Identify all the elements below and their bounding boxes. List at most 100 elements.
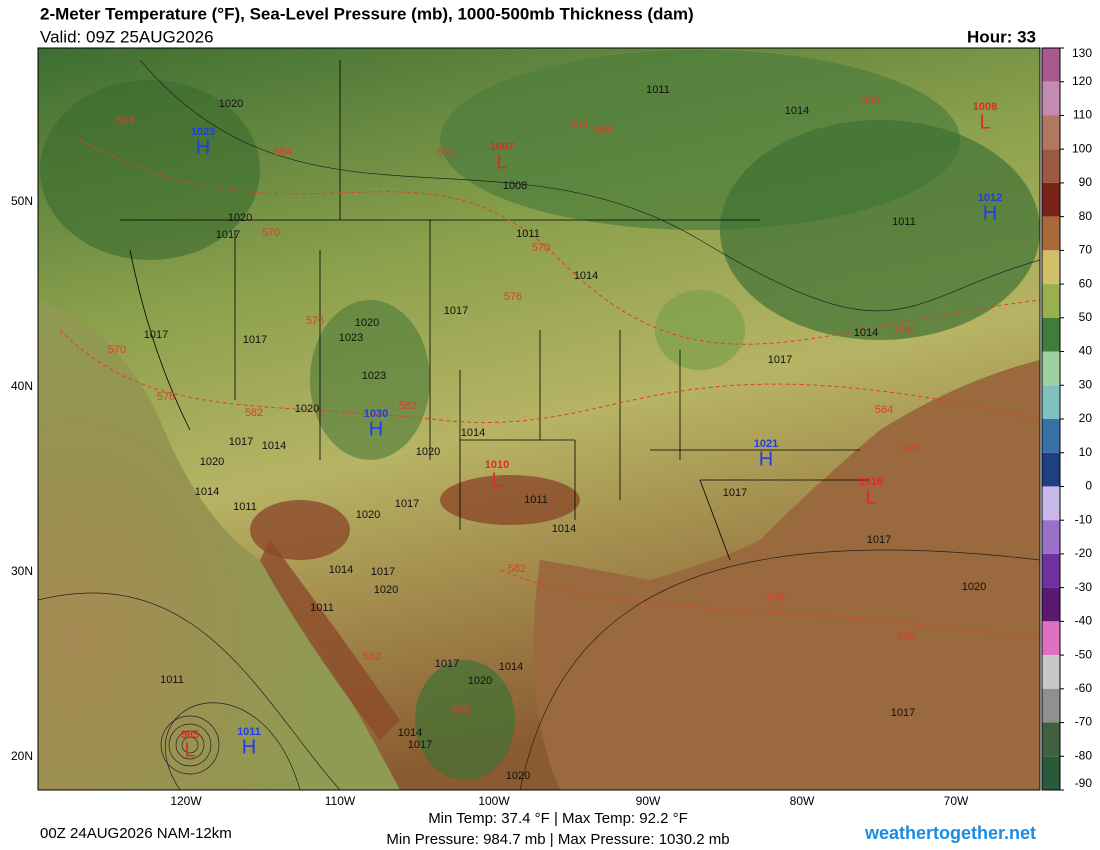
- thickness-label: 564: [594, 124, 612, 136]
- colorbar-segment: [1042, 688, 1060, 723]
- lat-label: 30N: [11, 564, 33, 578]
- colorbar-label: 110: [1073, 108, 1092, 122]
- site-credit: weathertogether.net: [864, 823, 1036, 843]
- colorbar-label: 100: [1072, 141, 1092, 155]
- thickness-label: 576: [452, 704, 470, 716]
- isobar-label: 1011: [516, 228, 540, 240]
- thickness-label: 582: [508, 563, 526, 575]
- isobar-label: 1011: [892, 216, 916, 228]
- isobar-label: 1020: [962, 581, 986, 593]
- isobar-label: 1014: [854, 327, 878, 339]
- thickness-label: 570: [902, 443, 920, 455]
- valid-time: Valid: 09Z 25AUG2026: [40, 27, 214, 46]
- isobar-label: 1014: [398, 727, 422, 739]
- colorbar-segment: [1042, 553, 1060, 588]
- high-pressure: 1012: [978, 192, 1002, 204]
- isobar-label: 1014: [262, 440, 286, 452]
- isobar-label: 1020: [295, 403, 319, 415]
- colorbar-label: 10: [1079, 445, 1093, 459]
- colorbar-label: 60: [1079, 276, 1093, 290]
- isobar-label: 1017: [768, 354, 792, 366]
- high-pressure: 1030: [364, 408, 388, 420]
- lat-label: 50N: [11, 194, 33, 208]
- isobar-label: 1017: [216, 229, 240, 241]
- temp-stats: Min Temp: 37.4 °F | Max Temp: 92.2 °F: [428, 810, 688, 827]
- isobar-label: 1020: [356, 509, 380, 521]
- colorbar-segment: [1042, 115, 1060, 150]
- low-pressure: 985: [181, 729, 199, 741]
- isobar-label: 1011: [524, 494, 548, 506]
- thickness-label: 558: [862, 95, 880, 107]
- thickness-label: 558: [897, 631, 915, 643]
- colorbar-segment: [1042, 317, 1060, 352]
- colorbar-segment: [1042, 250, 1060, 285]
- thickness-label: 582: [399, 400, 417, 412]
- isobar-label: 1017: [229, 436, 253, 448]
- low-pressure: 1016: [859, 476, 883, 488]
- colorbar-label: 40: [1079, 344, 1093, 358]
- low-symbol: L: [184, 739, 195, 761]
- colorbar-segment: [1042, 452, 1060, 487]
- lon-label: 90W: [636, 794, 661, 808]
- colorbar-segment: [1042, 351, 1060, 386]
- colorbar-label: 70: [1079, 243, 1093, 257]
- colorbar-label: 130: [1072, 46, 1092, 60]
- isobar-label: 1011: [233, 501, 257, 513]
- high-symbol: H: [369, 418, 383, 440]
- low-symbol: L: [496, 151, 507, 173]
- lon-label: 100W: [478, 794, 510, 808]
- colorbar-label: -90: [1075, 776, 1093, 790]
- high-symbol: H: [759, 448, 773, 470]
- thickness-label: 570: [108, 344, 126, 356]
- isobar-label: 1023: [339, 332, 363, 344]
- isobar-label: 1017: [408, 739, 432, 751]
- isobar-label: 1017: [444, 305, 468, 317]
- colorbar-label: 0: [1085, 479, 1092, 493]
- low-symbol: L: [491, 469, 502, 491]
- low-pressure: 1010: [485, 459, 509, 471]
- thickness-label: 564: [570, 119, 588, 131]
- colorbar-segment: [1042, 284, 1060, 318]
- colorbar-label: -10: [1075, 512, 1093, 526]
- isobar-label: 1014: [785, 105, 809, 117]
- isobar-label: 1008: [503, 180, 527, 192]
- isobar-label: 1017: [395, 498, 419, 510]
- colorbar-label: -70: [1075, 715, 1093, 729]
- thickness-label: 570: [532, 242, 550, 254]
- thickness-label: 564: [875, 404, 893, 416]
- lon-label: 120W: [170, 794, 202, 808]
- high-symbol: H: [242, 736, 256, 758]
- map-frame: [37, 47, 1041, 791]
- isobar-label: 1017: [243, 334, 267, 346]
- thickness-label: 582: [363, 651, 381, 663]
- colorbar-segment: [1042, 756, 1060, 790]
- colorbar-label: 80: [1079, 209, 1093, 223]
- thickness-label: 564: [437, 147, 455, 159]
- forecast-hour: Hour: 33: [967, 27, 1036, 46]
- high-pressure: 1021: [754, 438, 778, 450]
- lat-label: 40N: [11, 379, 33, 393]
- isobar-label: 1020: [228, 212, 252, 224]
- high-symbol: H: [983, 202, 997, 224]
- colorbar-label: -20: [1075, 546, 1093, 560]
- isobar-label: 1017: [144, 329, 168, 341]
- map-background: [38, 48, 1040, 790]
- isobar-label: 1017: [435, 658, 459, 670]
- isobar-label: 1011: [160, 674, 184, 686]
- colorbar-segment: [1042, 149, 1060, 183]
- isobar-label: 1020: [506, 770, 530, 782]
- isobar-label: 1020: [374, 584, 398, 596]
- isobar-label: 1020: [416, 446, 440, 458]
- thickness-label: 582: [245, 407, 263, 419]
- thickness-label: 576: [157, 391, 175, 403]
- low-pressure: 1008: [973, 101, 997, 113]
- thickness-label: 564: [274, 146, 292, 158]
- colorbar-segment: [1042, 655, 1060, 689]
- thickness-label: 564: [116, 115, 134, 127]
- colorbar-segment: [1042, 216, 1060, 251]
- lon-label: 110W: [325, 794, 356, 808]
- low-symbol: L: [979, 111, 990, 133]
- isobar-label: 1014: [499, 661, 523, 673]
- colorbar-segment: [1042, 520, 1060, 554]
